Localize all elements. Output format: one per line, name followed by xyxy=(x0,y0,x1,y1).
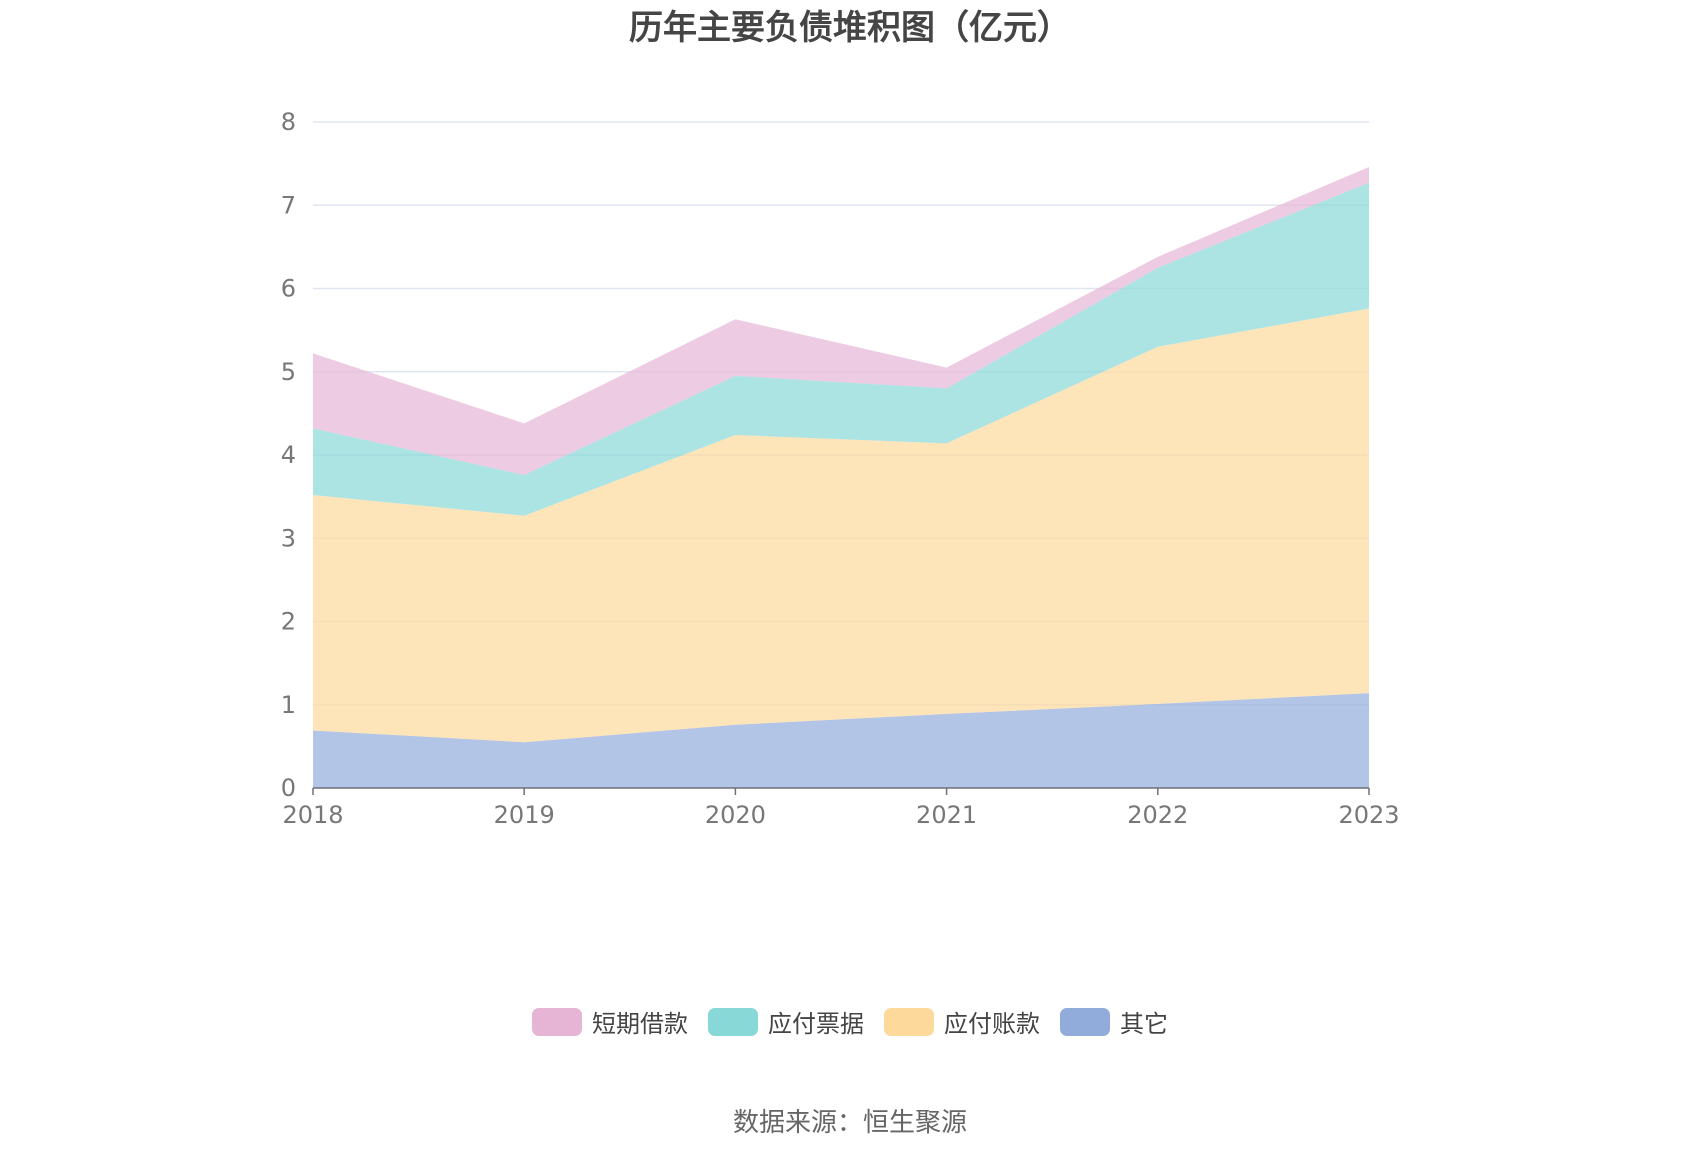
x-tick-label: 2023 xyxy=(1338,801,1399,829)
x-tick-label: 2018 xyxy=(282,801,343,829)
legend-label: 其它 xyxy=(1120,1010,1168,1038)
area-series-4[interactable] xyxy=(313,166,1369,475)
y-tick-label: 1 xyxy=(281,691,296,719)
area-layer xyxy=(313,166,1369,788)
y-tick-label: 5 xyxy=(281,358,296,386)
y-tick-label: 0 xyxy=(281,774,296,802)
area-series-1[interactable] xyxy=(313,693,1369,788)
area-series-2[interactable] xyxy=(313,308,1369,743)
legend-swatch xyxy=(884,1007,934,1036)
source-note: 数据来源：恒生聚源 xyxy=(732,1108,967,1138)
legend-swatch xyxy=(708,1007,758,1036)
y-tick-label: 6 xyxy=(281,275,296,303)
y-tick-label: 2 xyxy=(281,608,296,636)
x-tick-label: 2019 xyxy=(494,801,555,829)
legend-item[interactable]: 应付账款 xyxy=(884,1004,1040,1039)
y-tick-label: 4 xyxy=(281,441,296,469)
legend-item[interactable]: 其它 xyxy=(1060,1004,1168,1039)
y-tick-label: 8 xyxy=(281,108,296,136)
legend: 短期借款 应付票据 应付账款 其它 xyxy=(0,1004,1700,1039)
legend-item[interactable]: 短期借款 xyxy=(532,1004,688,1039)
y-tick-label: 3 xyxy=(281,524,296,552)
x-tick-label: 2020 xyxy=(705,801,766,829)
chart-title: 历年主要负债堆积图（亿元） xyxy=(629,8,1071,48)
x-tick-label: 2022 xyxy=(1127,801,1188,829)
legend-swatch xyxy=(532,1007,582,1036)
legend-swatch xyxy=(1060,1007,1110,1036)
legend-label: 应付账款 xyxy=(944,1010,1040,1038)
x-tick-label: 2021 xyxy=(916,801,977,829)
legend-item[interactable]: 应付票据 xyxy=(708,1004,864,1039)
legend-label: 短期借款 xyxy=(592,1010,688,1038)
legend-label: 应付票据 xyxy=(768,1010,864,1038)
y-tick-label: 7 xyxy=(281,191,296,219)
axis-layer: 0 1 2 3 4 5 6 7 8 2018 2019 2020 2021 2022 2023 xyxy=(281,108,1400,829)
area-series-3[interactable] xyxy=(313,182,1369,516)
